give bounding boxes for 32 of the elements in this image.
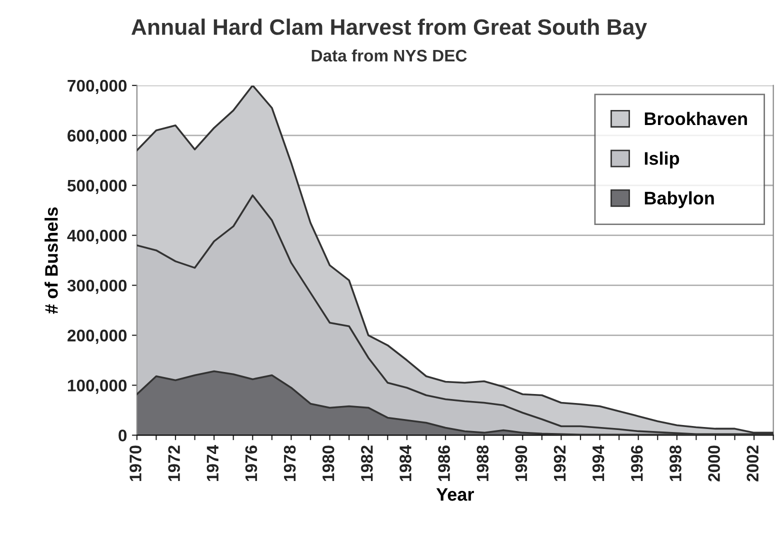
y-tick-label: 500,000	[67, 180, 127, 194]
legend-label: Islip	[644, 152, 680, 168]
legend-label: Brookhaven	[644, 112, 747, 126]
x-tick-label: 1972	[168, 446, 180, 481]
y-tick-label: 400,000	[67, 230, 127, 244]
x-tick-label: 1984	[400, 445, 412, 481]
x-tick-label: 1970	[130, 446, 142, 481]
y-tick-label: 700,000	[68, 80, 127, 94]
x-tick-label: 1986	[438, 446, 450, 481]
x-axis-title: Year	[436, 488, 474, 501]
y-tick-label: 100,000	[68, 380, 127, 394]
x-tick-label: 1988	[476, 445, 489, 481]
x-tick-label: 1992	[554, 446, 566, 481]
x-tick-label: 2000	[708, 446, 720, 482]
x-tick-label: 1990	[515, 446, 528, 481]
chart-subtitle: Data from NYS DEC	[312, 49, 467, 62]
legend-label: Babylon	[644, 191, 714, 208]
y-axis-title: # of Bushels	[44, 207, 58, 314]
y-tick-label: 600,000	[68, 130, 127, 144]
x-tick-label: 2002	[746, 446, 759, 482]
x-tick-label: 1982	[361, 446, 373, 481]
x-tick-label: 1974	[206, 445, 219, 481]
x-tick-label: 1998	[670, 445, 682, 481]
x-tick-label: 1996	[631, 446, 643, 481]
x-tick-label: 1980	[322, 446, 334, 481]
x-tick-label: 1994	[592, 445, 604, 481]
y-tick-label: 0	[118, 430, 127, 442]
chart-title: Annual Hard Clam Harvest from Great South Bay	[131, 18, 647, 40]
x-tick-label: 1976	[245, 446, 258, 481]
y-tick-label: 200,000	[68, 330, 127, 344]
y-tick-label: 300,000	[67, 280, 127, 294]
x-tick-label: 1978	[284, 445, 296, 481]
